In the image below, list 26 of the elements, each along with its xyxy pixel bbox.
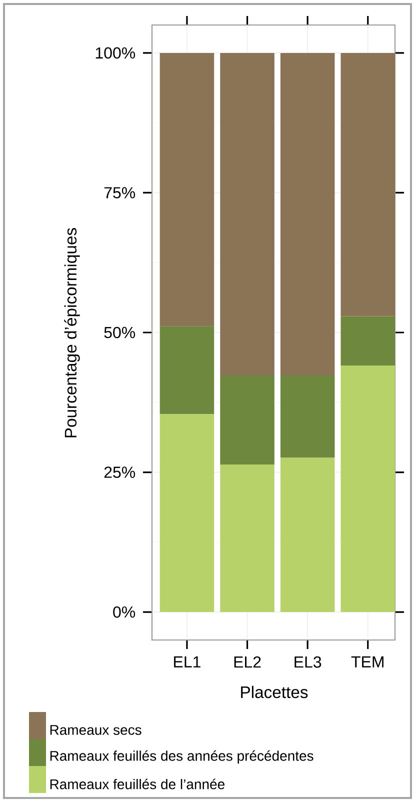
x-tick-label: EL3 xyxy=(294,656,322,668)
bar xyxy=(340,316,396,366)
y-tick-label: 25% xyxy=(104,466,136,478)
x-tick-label: TEM xyxy=(351,656,384,668)
bar xyxy=(280,376,335,458)
y-tick-label: 75% xyxy=(104,187,136,198)
bar xyxy=(340,52,396,316)
y-axis-title: Pourcentage d’épicormiques xyxy=(64,228,80,438)
bar xyxy=(220,52,274,376)
bar xyxy=(280,458,335,612)
legend-label: Rameaux feuillés des années précédentes xyxy=(50,750,314,764)
bar xyxy=(220,376,274,464)
y-tick-label: 100% xyxy=(96,47,136,59)
bar xyxy=(280,52,335,376)
bar xyxy=(160,326,214,414)
y-tick-label: 50% xyxy=(104,326,136,338)
x-tick-label: EL2 xyxy=(234,656,261,668)
x-axis-title: Placettes xyxy=(241,686,308,698)
bar xyxy=(340,365,396,612)
x-tick-label: EL1 xyxy=(174,656,200,668)
legend-label: Rameaux secs xyxy=(50,725,142,735)
y-tick-label: 0% xyxy=(113,606,136,618)
bar xyxy=(160,52,214,326)
legend-label: Rameaux feuillés de l’année xyxy=(50,778,224,790)
bar xyxy=(160,414,214,612)
bar xyxy=(220,464,274,612)
